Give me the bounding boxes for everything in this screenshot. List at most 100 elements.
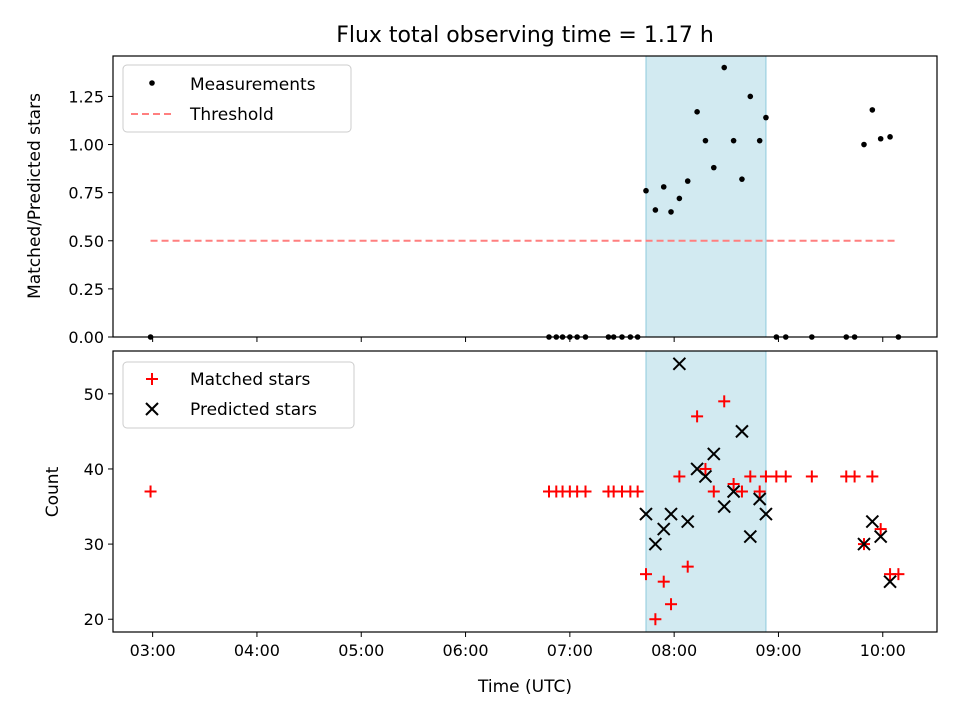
measurement-point — [747, 93, 754, 100]
matched-star-point — [779, 470, 792, 483]
predicted-star-b — [648, 537, 663, 551]
predicted-star-point — [657, 522, 671, 536]
bottom-axes-frame — [112, 350, 938, 633]
measurement-point — [877, 135, 884, 142]
predicted-star-point — [707, 447, 721, 461]
matched-star-point — [673, 470, 686, 483]
top-legend: Measurements Threshold — [122, 64, 352, 133]
matched-star-point — [753, 485, 766, 498]
measurement-point — [684, 178, 691, 184]
matched-star-point — [649, 613, 662, 626]
predicted-star-point — [726, 484, 741, 499]
top-y-tick-label: 0.50 — [68, 232, 104, 251]
predicted-star-b — [726, 484, 741, 499]
top-y-ticks: 0.00 0.25 0.50 0.75 1.00 1.25 — [68, 87, 113, 347]
predicted-star-point — [759, 507, 773, 521]
top-y-label: Matched/Predicted stars — [25, 93, 45, 299]
measurement-point — [756, 137, 763, 144]
bottom-y-ticks: 20 30 40 50 — [84, 385, 113, 629]
measurement-point — [861, 141, 867, 148]
measurement-point — [739, 176, 745, 182]
measurement-point — [652, 207, 659, 213]
measurement-point — [668, 209, 674, 215]
predicted-star-point — [717, 499, 731, 514]
predicted-star-b — [707, 447, 721, 461]
legend-predicted-marker — [145, 402, 159, 416]
matched-star-point — [805, 470, 818, 483]
predicted-star-point — [857, 537, 871, 551]
top-y-tick-label: 1.00 — [68, 136, 104, 155]
predicted-star-b — [664, 507, 678, 521]
top-panel: 0.00 0.25 0.50 0.75 1.00 1.25 Matched/Predict… — [25, 55, 938, 347]
top-y-tick-label: 0.75 — [68, 184, 104, 203]
measurement-point — [730, 137, 737, 144]
top-highlight-span — [645, 55, 767, 338]
top-y-tick-label: 0.00 — [68, 328, 104, 347]
predicted-star-point — [664, 507, 678, 521]
predicted-star-point — [698, 469, 713, 484]
predicted-star-b — [743, 529, 758, 544]
predicted-star-point — [735, 424, 749, 439]
predicted-star-b — [883, 574, 897, 589]
measurement-point — [694, 109, 700, 115]
measurement-point — [869, 107, 876, 113]
matched-star-point — [744, 470, 757, 483]
matched-star-point — [848, 470, 861, 483]
bottom-y-label: Count — [43, 466, 63, 517]
top-x-ticks — [152, 337, 884, 342]
predicted-star-point — [672, 357, 687, 371]
predicted-star-b — [752, 492, 767, 506]
bottom-x-label: Time (UTC) — [477, 677, 572, 697]
legend-matched-marker — [146, 373, 158, 385]
bottom-y-tick-label: 20 — [84, 610, 104, 629]
bottom-y-tick-label: 30 — [84, 535, 104, 554]
legend-measurements-label: Measurements — [190, 75, 316, 95]
measurement-point — [660, 184, 667, 190]
predicted-star-b — [657, 522, 671, 536]
matched-star-point — [665, 598, 678, 611]
matched-star-point — [657, 575, 670, 588]
bottom-x-tick-label: 07:00 — [547, 641, 593, 660]
measurement-point — [721, 64, 728, 71]
legend-predicted-label: Predicted stars — [190, 400, 317, 420]
matched-star-point — [727, 477, 740, 490]
measurement-point — [710, 164, 717, 171]
matched-star-point — [691, 410, 704, 423]
matched-star-point — [144, 485, 157, 498]
top-y-tick-label: 1.25 — [68, 87, 104, 106]
bottom-legend-box — [122, 361, 355, 429]
matched-star-point — [718, 395, 731, 408]
matched-star-point — [639, 568, 652, 581]
chart-title: Flux total observing time = 1.17 h — [336, 23, 714, 48]
measurement-point — [763, 114, 769, 121]
top-legend-box — [122, 64, 352, 133]
predicted-star-point — [865, 514, 880, 529]
bottom-x-tick-label: 03:00 — [130, 641, 176, 660]
top-y-tick-label: 0.25 — [68, 280, 104, 299]
predicted-star-b — [698, 469, 713, 484]
measurement-point — [676, 195, 683, 202]
predicted-star-b — [857, 537, 871, 551]
bottom-x-tick-label: 06:00 — [442, 641, 488, 660]
predicted-star-b — [639, 507, 653, 521]
measurement-point — [887, 134, 893, 140]
bottom-x-tick-label: 10:00 — [860, 641, 906, 660]
bottom-x-ticks: 03:00 04:00 05:00 06:00 07:00 08:00 09:00 10:00 — [130, 632, 906, 660]
predicted-star-point — [883, 574, 897, 589]
legend-measurements-marker — [149, 80, 155, 86]
matched-star-point — [707, 485, 720, 498]
matched-star-point — [874, 523, 887, 536]
predicted-star-b — [717, 499, 731, 514]
matched-star-point — [866, 470, 879, 483]
legend-matched-label: Matched stars — [190, 370, 310, 390]
predicted-star-point — [873, 529, 888, 544]
measurement-point — [702, 137, 709, 144]
bottom-x-tick-label: 09:00 — [755, 641, 801, 660]
matched-star-point — [631, 485, 644, 498]
bottom-y-tick-label: 50 — [84, 385, 104, 404]
legend-threshold-label: Threshold — [189, 105, 274, 125]
predicted-star-point — [648, 537, 663, 551]
predicted-star-b — [735, 424, 749, 439]
bottom-y-tick-label: 40 — [84, 460, 104, 479]
